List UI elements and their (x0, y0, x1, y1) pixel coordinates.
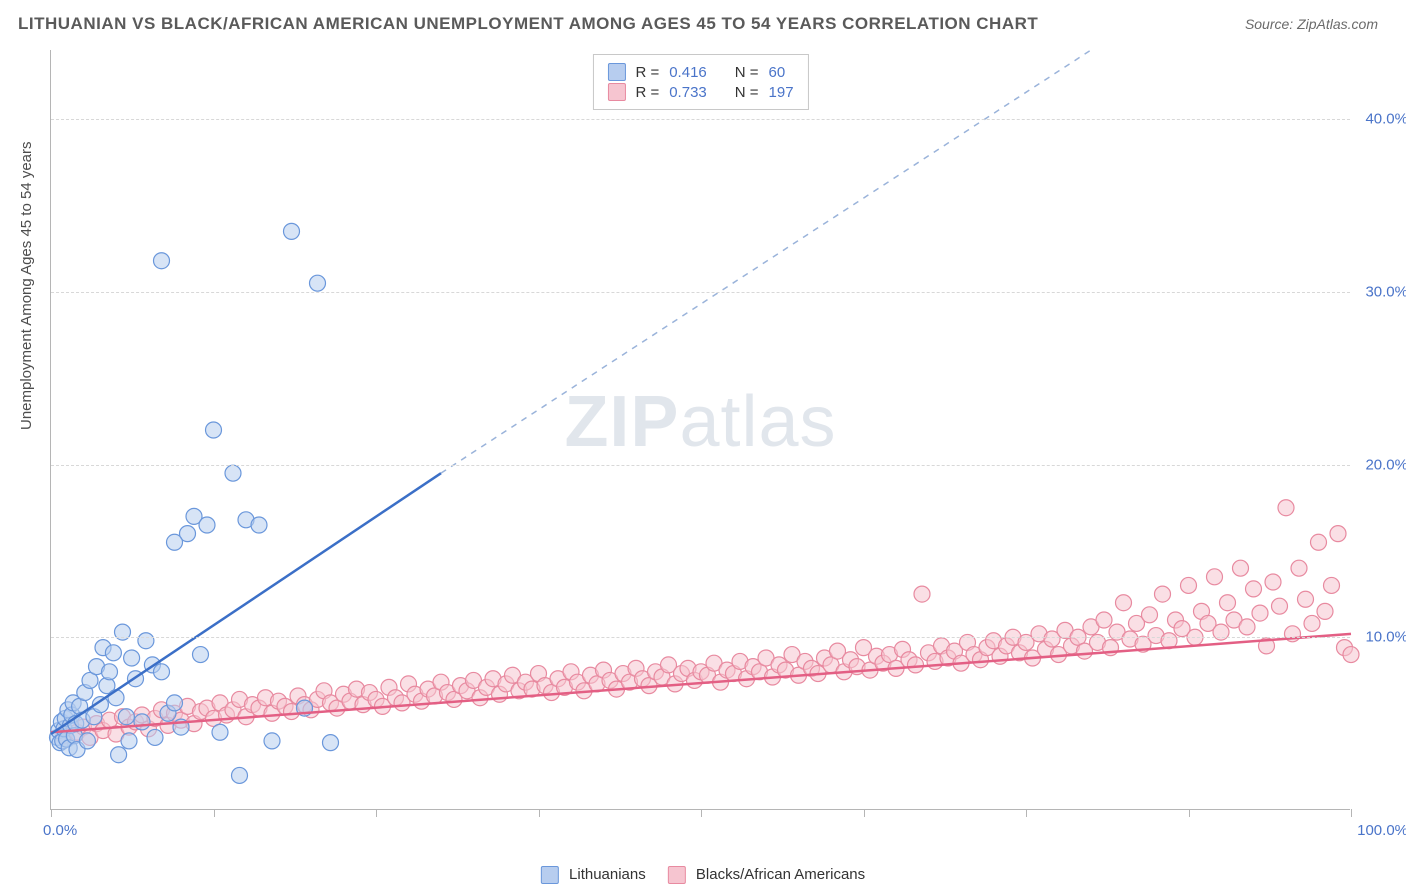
x-max-label: 100.0% (1357, 822, 1406, 839)
legend-row-pink: R = 0.733 N = 197 (607, 83, 793, 101)
series-legend: Lithuanians Blacks/African Americans (541, 866, 865, 884)
y-tick-label: 20.0% (1365, 456, 1406, 473)
correlation-legend: R = 0.416 N = 60 R = 0.733 N = 197 (592, 54, 808, 110)
legend-row-blue: R = 0.416 N = 60 (607, 63, 793, 81)
gridline (51, 119, 1350, 120)
n-value-blue: 60 (769, 64, 786, 81)
x-tick (701, 809, 702, 817)
r-value-pink: 0.733 (669, 84, 707, 101)
x-min-label: 0.0% (43, 822, 77, 839)
legend-item-blue: Lithuanians (541, 866, 646, 884)
x-tick (864, 809, 865, 817)
chart-title: LITHUANIAN VS BLACK/AFRICAN AMERICAN UNE… (18, 14, 1038, 34)
n-label: N = (735, 84, 759, 101)
x-tick (51, 809, 52, 817)
gridline (51, 465, 1350, 466)
chart-area: ZIPatlas R = 0.416 N = 60 R = 0.733 N = … (50, 50, 1350, 810)
n-value-pink: 197 (769, 84, 794, 101)
y-tick-label: 10.0% (1365, 629, 1406, 646)
r-label: R = (635, 64, 659, 81)
y-tick-label: 30.0% (1365, 283, 1406, 300)
swatch-pink (607, 83, 625, 101)
swatch-blue (607, 63, 625, 81)
gridline (51, 292, 1350, 293)
x-tick (539, 809, 540, 817)
x-tick (376, 809, 377, 817)
swatch-blue (541, 866, 559, 884)
y-axis-label: Unemployment Among Ages 45 to 54 years (18, 141, 35, 430)
series-label-pink: Blacks/African Americans (696, 866, 865, 883)
series-label-blue: Lithuanians (569, 866, 646, 883)
legend-item-pink: Blacks/African Americans (668, 866, 865, 884)
gridline (51, 637, 1350, 638)
y-tick-label: 40.0% (1365, 111, 1406, 128)
x-tick (1026, 809, 1027, 817)
scatter-plot (51, 50, 1350, 809)
swatch-pink (668, 866, 686, 884)
x-tick (1189, 809, 1190, 817)
source-label: Source: ZipAtlas.com (1245, 16, 1378, 32)
r-label: R = (635, 84, 659, 101)
x-tick (214, 809, 215, 817)
n-label: N = (735, 64, 759, 81)
r-value-blue: 0.416 (669, 64, 707, 81)
x-tick (1351, 809, 1352, 817)
